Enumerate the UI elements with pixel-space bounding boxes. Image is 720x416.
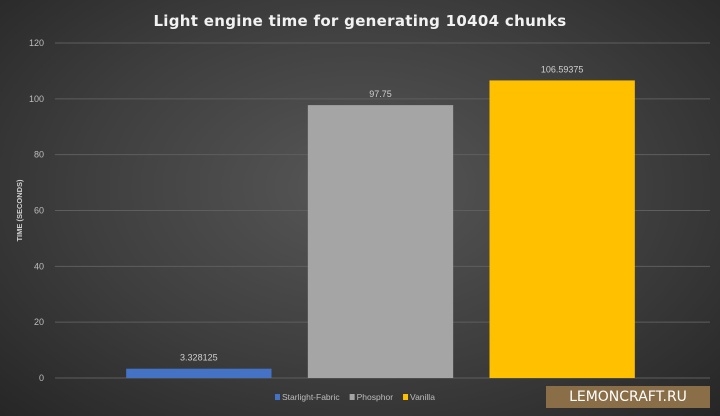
y-tick-label: 20: [34, 317, 44, 327]
y-tick-label: 100: [29, 94, 44, 104]
y-tick-label: 60: [34, 206, 44, 216]
y-tick-label: 0: [39, 373, 44, 383]
legend-swatch: [403, 394, 409, 400]
legend-entry: Vanilla: [410, 392, 435, 402]
legend-entry: Starlight-Fabric: [282, 392, 340, 402]
bar-starlight-fabric: [126, 368, 272, 378]
y-axis-label: TIME (SECONDS): [15, 179, 24, 242]
legend-entry: Phosphor: [357, 392, 394, 402]
data-label: 106.59375: [541, 64, 584, 74]
legend-swatch: [275, 394, 280, 400]
legend-swatch: [349, 394, 355, 400]
watermark: LEMONCRAFT.RU: [546, 386, 710, 408]
y-tick-label: 120: [29, 38, 44, 48]
y-tick-label: 80: [34, 150, 44, 160]
data-label: 97.75: [369, 89, 392, 99]
data-label: 3.328125: [180, 353, 218, 363]
chart-title: Light engine time for generating 10404 c…: [153, 12, 567, 30]
y-tick-label: 40: [34, 261, 44, 271]
bar-phosphor: [307, 105, 454, 378]
bar-vanilla: [489, 80, 635, 378]
